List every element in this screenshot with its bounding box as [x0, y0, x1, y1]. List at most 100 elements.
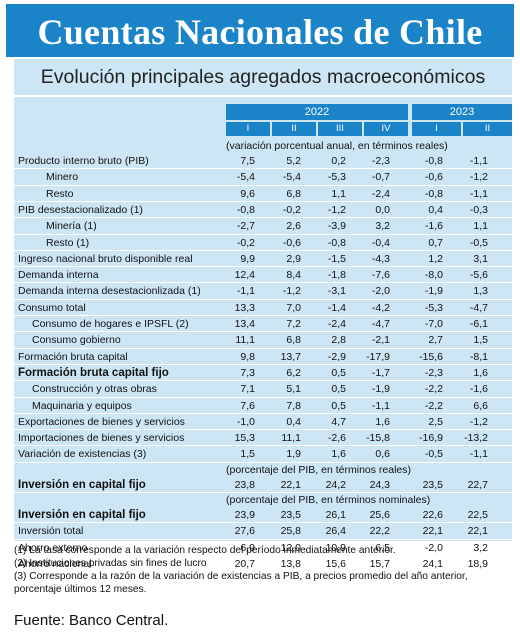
row-value: -5,4 — [282, 171, 301, 184]
table-row: Demanda interna desestacionlizada (1) -1,… — [14, 283, 512, 299]
row-value: -5,4 — [236, 171, 255, 184]
row-value: 7,5 — [240, 155, 255, 167]
row-value: -2,2 — [424, 399, 443, 412]
row-divider — [14, 445, 512, 446]
row-value: -1,2 — [469, 171, 488, 184]
row-value: -2,1 — [371, 334, 390, 347]
row-value: 1,1 — [331, 187, 346, 200]
row-label: Producto interno bruto (PIB) — [18, 155, 149, 167]
row-value: -0,6 — [424, 171, 443, 184]
row-value: -0,2 — [236, 236, 255, 249]
row-value: 23,5 — [280, 509, 301, 521]
row-value: 6,6 — [473, 399, 488, 412]
row-value: -1,1 — [469, 155, 488, 167]
row-divider — [14, 522, 512, 523]
row-value: 0,7 — [428, 236, 443, 249]
row-value: -8,1 — [469, 350, 488, 363]
row-label: Resto (1) — [46, 236, 90, 249]
row-value: 22,1 — [280, 478, 301, 491]
row-value: 13,7 — [280, 350, 301, 363]
row-value: 7,0 — [286, 301, 301, 314]
row-label: Inversión en capital fijo — [18, 509, 146, 521]
row-value: -1,1 — [469, 187, 488, 200]
row-divider — [14, 364, 512, 365]
quarter-header: III — [318, 122, 362, 136]
row-label: Variación de existencias (3) — [18, 448, 147, 461]
row-divider — [14, 380, 512, 381]
footnote: (2) Instituciones privadas sin fines de … — [14, 558, 207, 569]
row-label: Formación bruta capital — [18, 350, 128, 363]
row-value: -1,9 — [371, 383, 390, 396]
row-value: 2,7 — [428, 334, 443, 347]
row-value: 8,4 — [286, 269, 301, 282]
quarter-header: I — [226, 122, 270, 136]
row-value: 22,1 — [422, 525, 443, 538]
row-label: Formación bruta capital fijo — [18, 366, 169, 379]
row-value: 10,9 — [325, 541, 346, 554]
row-label: Inversión total — [18, 525, 84, 538]
row-value: 7,3 — [240, 366, 255, 379]
row-value: 2,9 — [286, 252, 301, 265]
row-value: 5,1 — [286, 383, 301, 396]
row-value: -1,2 — [327, 203, 346, 216]
row-value: -7,6 — [371, 269, 390, 282]
row-value: -4,7 — [371, 318, 390, 330]
row-value: 0,0 — [375, 203, 390, 216]
row-value: 3,1 — [473, 252, 488, 265]
row-value: -0,8 — [424, 155, 443, 167]
row-value: 13,8 — [280, 557, 301, 570]
row-divider — [14, 299, 512, 300]
row-value: 22,5 — [467, 509, 488, 521]
row-value: -1,2 — [282, 285, 301, 298]
row-value: -0,5 — [469, 236, 488, 249]
row-value: -5,3 — [327, 171, 346, 184]
row-divider — [14, 234, 512, 235]
row-value: -2,3 — [371, 155, 390, 167]
row-label: Maquinaria y equipos — [32, 399, 132, 412]
row-divider — [14, 555, 512, 556]
row-divider — [14, 266, 512, 267]
row-value: 0,6 — [375, 448, 390, 461]
row-value: -15,6 — [419, 350, 443, 363]
row-value: -1,0 — [236, 415, 255, 428]
footnote: (3) Corresponde a la razón de la variaci… — [14, 571, 468, 582]
row-value: -3,9 — [327, 220, 346, 233]
row-label: Demanda interna — [18, 269, 99, 282]
row-value: 1,3 — [473, 285, 488, 298]
row-divider — [14, 315, 512, 316]
row-divider — [14, 539, 512, 540]
row-value: 2,8 — [331, 334, 346, 347]
row-value: -1,5 — [327, 252, 346, 265]
row-label: Minero — [46, 171, 79, 184]
table-row: Inversión total 27,6 25,8 26,4 22,2 22,1 22,1 — [14, 523, 512, 539]
row-label: Consumo de hogares e IPSFL (2) — [32, 318, 189, 330]
table-row: Inversión en capital fijo 23,8 22,1 24,2 24,… — [14, 477, 512, 493]
row-label: Ahorro nacional — [18, 557, 92, 570]
row-divider — [14, 348, 512, 349]
row-value: -0,8 — [327, 236, 346, 249]
table-row: Demanda interna 12,4 8,4 -1,8 -7,6 -8,0 -5,6 — [14, 267, 512, 283]
row-value: 11,1 — [281, 432, 301, 445]
row-label: Consumo gobierno — [32, 334, 121, 347]
row-divider — [14, 250, 512, 251]
row-value: 6,8 — [286, 187, 301, 200]
row-value: -0,8 — [236, 203, 255, 216]
table-row: Consumo de hogares e IPSFL (2) 13,4 7,2 -2,… — [14, 316, 512, 332]
row-value: -1,7 — [371, 366, 390, 379]
table-row: Ahorro externo 6,9 12,0 10,9 6,5 -2,0 3,2 — [14, 540, 512, 556]
row-value: 18,9 — [467, 557, 488, 570]
row-divider — [14, 331, 512, 332]
year-header-2022: 2022 — [226, 104, 408, 120]
row-value: -0,5 — [424, 448, 443, 461]
row-value: -1,6 — [424, 220, 443, 233]
row-value: -2,6 — [327, 432, 346, 445]
row-value: 26,4 — [325, 525, 346, 538]
row-value: -2,9 — [327, 350, 346, 363]
row-value: -1,6 — [469, 383, 488, 396]
row-value: 6,5 — [375, 541, 390, 554]
row-value: 20,7 — [234, 557, 255, 570]
row-value: -4,7 — [469, 301, 488, 314]
row-value: -1,1 — [469, 448, 488, 461]
table-row: PIB desestacionalizado (1) -0,8 -0,2 -1,2 0,… — [14, 202, 512, 218]
row-value: -2,0 — [424, 541, 443, 554]
